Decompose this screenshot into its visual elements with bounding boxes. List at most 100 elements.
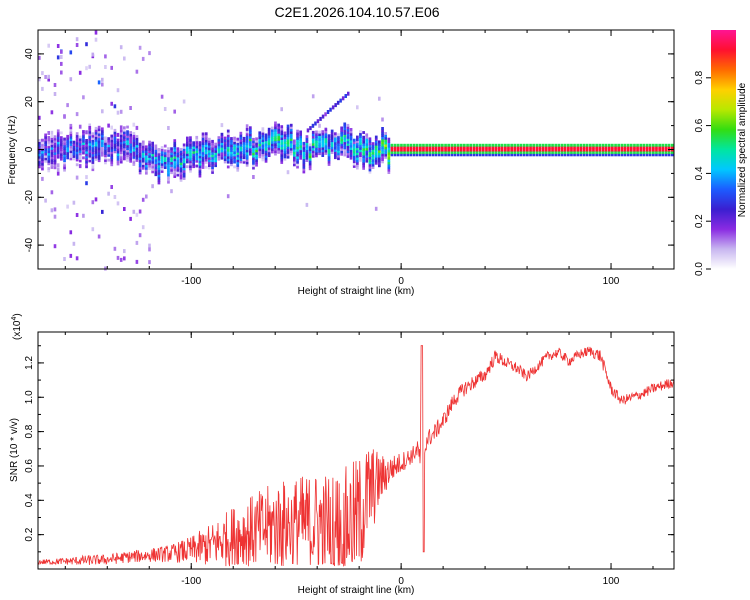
spectrogram-cell xyxy=(214,157,217,160)
spectrogram-cell xyxy=(132,160,136,164)
spectrogram-cell xyxy=(38,165,41,169)
spectrogram-cell xyxy=(97,135,101,139)
spectrogram-cell xyxy=(145,164,148,168)
spectrogram-cell xyxy=(233,151,236,154)
spectrogram-cell xyxy=(211,149,214,153)
spectrogram-cell xyxy=(195,159,199,163)
spectrogram-cell xyxy=(151,170,154,174)
spectrogram-cell xyxy=(277,126,280,129)
spectrogram-cell xyxy=(349,151,353,155)
spectrogram-cell xyxy=(201,163,205,167)
spectrogram-cell xyxy=(126,135,129,138)
spectrogram-cell xyxy=(148,147,151,151)
spectrogram-cell xyxy=(151,146,154,150)
spectrogram-cell xyxy=(293,156,296,160)
spectrogram-cell xyxy=(387,142,391,146)
spectrogram-cell xyxy=(145,150,148,154)
spectrogram-cell xyxy=(344,94,347,98)
spectrogram-cell xyxy=(220,137,224,141)
spectrogram-cell xyxy=(145,166,148,170)
spectrogram-cell xyxy=(261,127,265,131)
spectrogram-cell xyxy=(296,139,299,143)
spectrogram-cell xyxy=(63,151,66,155)
spectrogram-cell xyxy=(387,154,391,158)
spectrogram-cell xyxy=(330,134,334,138)
spectrogram-cell xyxy=(652,146,655,150)
spectrogram-cell xyxy=(101,148,104,152)
colorbar-tick-label: 0.4 xyxy=(694,166,705,180)
spectrogram-cell xyxy=(447,151,450,154)
spectrogram-cell xyxy=(289,138,293,141)
spectrogram-cell xyxy=(186,153,189,157)
spectrogram-cell xyxy=(60,70,63,75)
spectrogram-cell xyxy=(91,153,95,157)
spectrogram-cell xyxy=(204,151,208,155)
x-tick-label: 0 xyxy=(398,276,404,287)
spectrogram-cell xyxy=(277,140,280,144)
spectrogram-cell xyxy=(368,161,372,165)
spectrogram-cell xyxy=(349,137,353,141)
spectrogram-cell xyxy=(551,143,554,147)
spectrogram-cell xyxy=(69,133,73,137)
spectrogram-cell xyxy=(305,142,309,146)
spectrogram-cell xyxy=(305,137,309,141)
spectrogram-cell xyxy=(123,256,126,261)
spectrogram-cell xyxy=(302,158,306,162)
spectrogram-cell xyxy=(343,122,347,126)
spectrogram-cell xyxy=(459,153,463,157)
spectrogram-cell xyxy=(201,166,205,169)
spectrogram-cell xyxy=(252,145,255,148)
y-tick-label: 0.8 xyxy=(24,424,35,438)
spectrogram-cell xyxy=(101,109,104,114)
spectrogram-cell xyxy=(463,153,466,157)
spectrogram-cell xyxy=(56,151,60,154)
spectrogram-cell xyxy=(151,184,154,189)
spectrogram-cell xyxy=(601,151,605,154)
spectrogram-cell xyxy=(283,148,287,152)
spectrogram-cell xyxy=(85,153,88,157)
spectrogram-cell xyxy=(434,148,438,152)
spectrogram-cell xyxy=(101,134,104,138)
spectrogram-cell xyxy=(245,147,249,150)
spectrogram-cell xyxy=(145,171,148,175)
spectrogram-cell xyxy=(255,163,258,167)
spectrogram-cell xyxy=(208,161,211,165)
spectrogram-cell xyxy=(47,43,50,48)
spectrogram-cell xyxy=(381,146,384,149)
spectrogram-cell xyxy=(148,159,151,163)
spectrogram-cell xyxy=(66,204,69,209)
spectrogram-cell xyxy=(302,156,306,160)
spectrogram-cell xyxy=(75,148,79,152)
spectrogram-cell xyxy=(645,148,649,152)
spectrogram-cell xyxy=(252,166,255,170)
spectrogram-cell xyxy=(233,153,236,157)
y-tick-label: 40 xyxy=(24,48,35,60)
spectrogram-cell xyxy=(226,148,230,152)
spectrogram-cell xyxy=(179,174,183,178)
spectrogram-cell xyxy=(75,151,79,155)
spectrogram-cell xyxy=(349,142,353,146)
spectrogram-cell xyxy=(138,154,142,158)
spectrogram-cell xyxy=(327,151,331,154)
spectrogram-cell xyxy=(302,165,306,169)
spectrogram-cell xyxy=(129,143,132,146)
spectrogram-cell xyxy=(236,154,240,158)
spectrogram-cell xyxy=(226,160,230,164)
spectrogram-cell xyxy=(330,146,334,150)
spectrogram-cell xyxy=(516,153,520,157)
spectrogram-cell xyxy=(230,139,233,143)
spectrogram-cell xyxy=(504,148,507,152)
spectrogram-cell xyxy=(107,153,110,157)
spectrogram-cell xyxy=(223,153,227,157)
spectrogram-cell xyxy=(557,143,561,147)
spectrogram-cell xyxy=(154,144,158,148)
spectrogram-cell xyxy=(289,135,293,139)
spectrogram-cell xyxy=(69,152,73,156)
spectrogram-cell xyxy=(267,127,271,131)
spectrogram-cell xyxy=(592,143,595,147)
spectrogram-cell xyxy=(119,148,123,152)
spectrogram-cell xyxy=(113,104,117,109)
spectrogram-cell xyxy=(132,139,136,142)
spectrogram-cell xyxy=(352,155,356,159)
spectrogram-cell xyxy=(107,151,110,155)
